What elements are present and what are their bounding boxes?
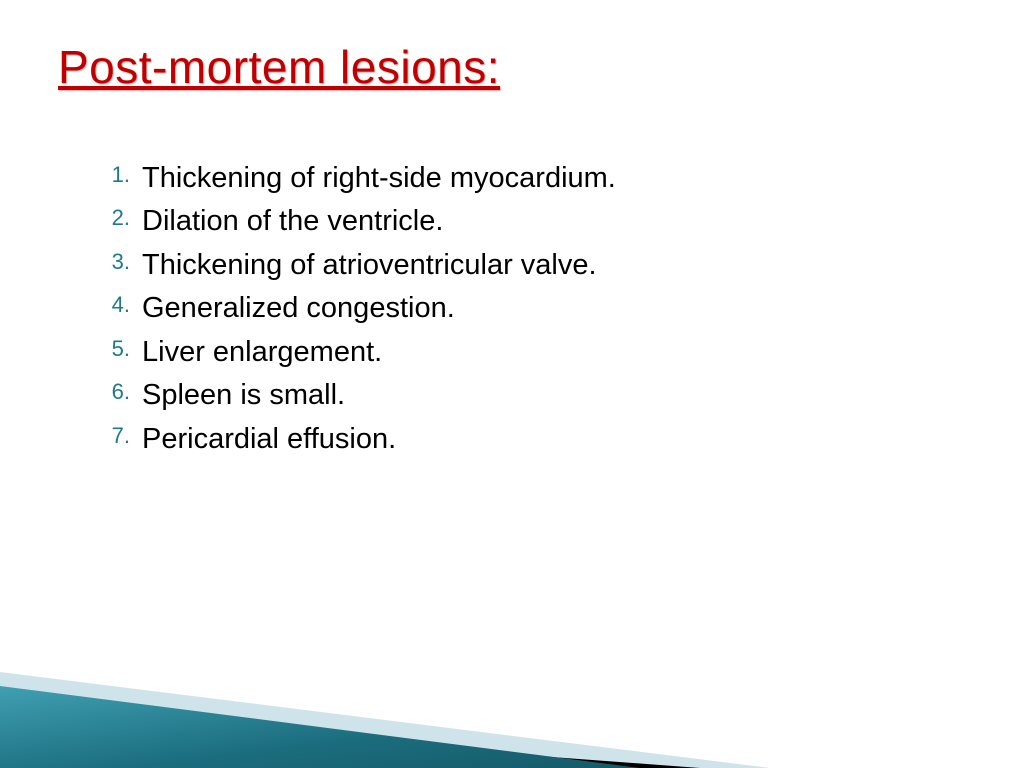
list-item: 4. Generalized congestion. [94,288,616,329]
list-item: 1. Thickening of right-side myocardium. [94,158,616,199]
list-text: Pericardial effusion. [142,423,396,455]
list-text: Dilation of the ventricle. [142,205,443,237]
lesions-list: 1. Thickening of right-side myocardium. … [94,158,616,462]
list-text: Spleen is small. [142,379,345,411]
list-item: 3. Thickening of atrioventricular valve. [94,245,616,286]
slide: Post-mortem lesions: 1. Thickening of ri… [0,0,1024,768]
list-item: 7. Pericardial effusion. [94,419,616,460]
slide-title: Post-mortem lesions: [58,40,500,94]
list-number: 2. [94,202,130,233]
list-number: 6. [94,376,130,407]
list-number: 5. [94,333,130,364]
list-number: 1. [94,159,130,190]
list-text: Liver enlargement. [142,336,382,368]
list-item: 5. Liver enlargement. [94,332,616,373]
list-item: 6. Spleen is small. [94,375,616,416]
list-text: Generalized congestion. [142,292,455,324]
list-item: 2. Dilation of the ventricle. [94,201,616,242]
list-text: Thickening of atrioventricular valve. [142,249,597,281]
list-text: Thickening of right-side myocardium. [142,162,616,194]
list-number: 3. [94,246,130,277]
list-number: 7. [94,420,130,451]
list-number: 4. [94,289,130,320]
corner-decoration [0,568,1024,768]
